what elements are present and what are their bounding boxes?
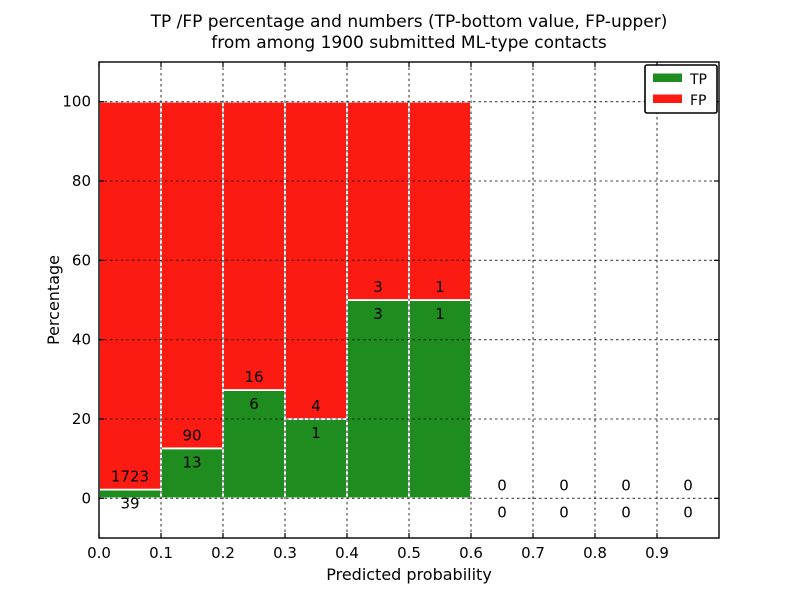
y-tick-label: 100 xyxy=(62,93,91,111)
fp-count-label: 0 xyxy=(497,476,507,494)
fp-count-label: 90 xyxy=(182,426,201,444)
fp-count-label: 16 xyxy=(244,368,263,386)
fp-count-label: 0 xyxy=(621,476,631,494)
x-tick-label: 0.3 xyxy=(273,544,297,562)
legend-fp-label: FP xyxy=(690,93,707,109)
x-tick-label: 0.8 xyxy=(583,544,607,562)
axes-spines xyxy=(98,61,720,539)
x-tick-label: 0.2 xyxy=(211,544,235,562)
x-tick-label: 0.9 xyxy=(645,544,669,562)
fp-count-label: 3 xyxy=(373,278,383,296)
bar-fp-segment xyxy=(160,100,224,450)
tp-count-label: 6 xyxy=(249,395,259,413)
tp-count-label: 39 xyxy=(120,495,139,513)
bars-layer xyxy=(98,100,472,500)
chart-title-line1: TP /FP percentage and numbers (TP-bottom… xyxy=(150,12,668,32)
x-axis-label: Predicted probability xyxy=(326,565,492,584)
tp-count-label: 0 xyxy=(621,503,631,521)
ticklabel-layer: 0.0 0.1 0.2 0.3 0.4 0.5 0.6 0.7 0.8 0.90204060801… xyxy=(62,93,669,562)
fp-count-label: 0 xyxy=(559,476,569,494)
tp-count-label: 1 xyxy=(435,305,445,323)
legend-tp-swatch xyxy=(653,73,682,82)
x-tick-label: 0.1 xyxy=(149,544,173,562)
y-tick-label: 60 xyxy=(72,251,91,269)
tp-count-label: 0 xyxy=(497,503,507,521)
y-tick-label: 80 xyxy=(72,172,91,190)
y-axis-label: Percentage xyxy=(44,255,63,345)
legend: TP FP xyxy=(644,64,718,114)
fp-count-label: 4 xyxy=(311,397,321,415)
x-tick-label: 0.4 xyxy=(335,544,359,562)
x-tick-label: 0.5 xyxy=(397,544,421,562)
legend-tp-label: TP xyxy=(689,72,707,88)
tp-count-label: 0 xyxy=(683,503,693,521)
chart-title-line2: from among 1900 submitted ML-type contac… xyxy=(211,33,607,53)
tp-count-label: 3 xyxy=(373,305,383,323)
bar-tp-segment xyxy=(408,299,472,500)
tp-count-label: 1 xyxy=(311,424,321,442)
tp-count-label: 13 xyxy=(182,453,201,471)
fp-count-label: 1 xyxy=(435,278,445,296)
x-tick-label: 0.7 xyxy=(521,544,545,562)
bar-fp-segment xyxy=(346,100,410,301)
fp-count-label: 0 xyxy=(683,476,693,494)
x-tick-label: 0.6 xyxy=(459,544,483,562)
bar-fp-segment xyxy=(408,100,472,301)
bar-fp-segment xyxy=(98,100,162,491)
bar-tp-segment xyxy=(346,299,410,500)
grid-layer xyxy=(99,62,719,538)
y-tick-label: 0 xyxy=(81,489,91,507)
x-tick-label: 0.0 xyxy=(87,544,111,562)
legend-fp-swatch xyxy=(653,94,682,103)
y-tick-label: 20 xyxy=(72,410,91,428)
y-tick-label: 40 xyxy=(72,331,91,349)
bar-fp-segment xyxy=(222,100,286,391)
tp-count-label: 0 xyxy=(559,503,569,521)
fp-count-label: 1723 xyxy=(111,468,149,486)
